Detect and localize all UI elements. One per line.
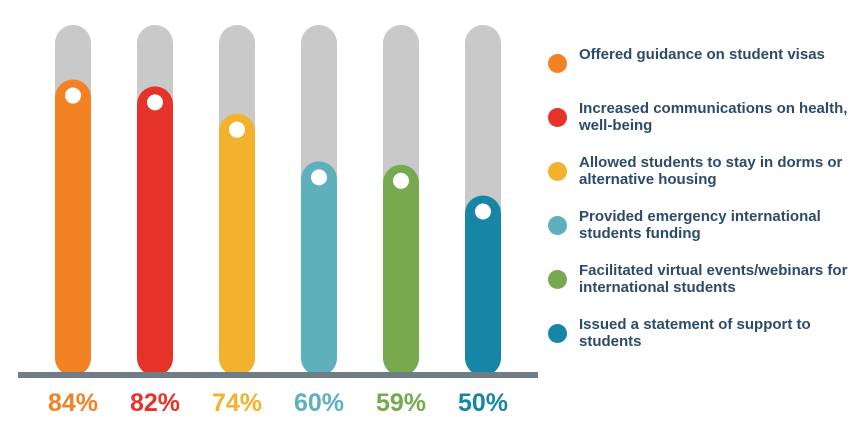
legend-swatch: [548, 324, 567, 343]
legend-label: Offered guidance on student visas: [579, 46, 825, 63]
legend-item: Facilitated virtual events/webinars for …: [548, 262, 848, 316]
bar: [55, 79, 91, 376]
legend-swatch: [548, 270, 567, 289]
legend-item: Issued a statement of support to student…: [548, 316, 848, 370]
legend-item: Offered guidance on student visas: [548, 46, 848, 100]
bar-marker: [229, 121, 245, 138]
bar: [219, 113, 255, 376]
bar: [383, 164, 419, 376]
bar-marker: [65, 87, 81, 104]
legend-label: Allowed students to stay in dorms or alt…: [579, 154, 843, 188]
legend-item: Provided emergency international student…: [548, 208, 848, 262]
value-label: 59%: [376, 389, 426, 417]
legend-item: Increased communications on health, well…: [548, 100, 848, 154]
legend-label: Issued a statement of support to student…: [579, 316, 811, 350]
legend-swatch: [548, 54, 567, 73]
bar: [137, 86, 173, 376]
legend: Offered guidance on student visas Increa…: [548, 46, 848, 370]
legend-label: Increased communications on health, well…: [579, 100, 848, 134]
bar-marker: [475, 203, 491, 220]
legend-swatch: [548, 216, 567, 235]
bar-marker: [147, 94, 163, 111]
legend-item: Allowed students to stay in dorms or alt…: [548, 154, 848, 208]
bar: [301, 161, 337, 376]
bar-marker: [311, 169, 327, 186]
legend-label: Provided emergency international student…: [579, 208, 821, 242]
bar-marker: [393, 172, 409, 189]
value-label: 74%: [212, 389, 262, 417]
legend-swatch: [548, 162, 567, 181]
value-label: 82%: [130, 389, 180, 417]
baseline: [18, 372, 538, 378]
legend-swatch: [548, 108, 567, 127]
value-label: 60%: [294, 389, 344, 417]
bar: [465, 195, 501, 376]
legend-label: Facilitated virtual events/webinars for …: [579, 262, 848, 296]
value-label: 84%: [48, 389, 98, 417]
bar-chart: 84% 82% 74% 60% 59% 50%: [18, 25, 538, 417]
value-label: 50%: [458, 389, 508, 417]
